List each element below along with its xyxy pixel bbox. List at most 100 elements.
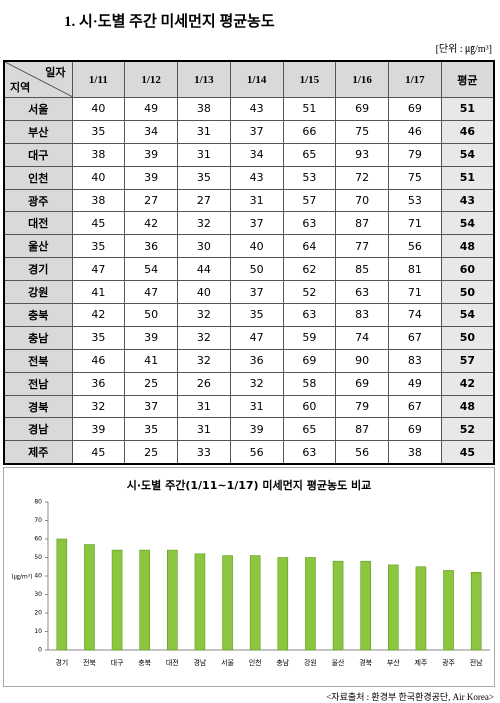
value-cell: 63 bbox=[335, 280, 389, 305]
column-header: 1/17 bbox=[388, 60, 442, 98]
value-cell: 25 bbox=[124, 371, 178, 396]
value-cell: 50 bbox=[124, 303, 178, 327]
value-cell: 48 bbox=[440, 394, 495, 419]
corner-top: 일자 bbox=[45, 67, 66, 79]
value-cell: 53 bbox=[282, 165, 337, 190]
bar bbox=[277, 557, 289, 651]
value-cell: 42 bbox=[124, 211, 178, 236]
value-cell: 32 bbox=[229, 371, 284, 396]
table-row: 강원 41 47 40 37 52 63 71 50 bbox=[3, 280, 495, 305]
x-tick-label: 충북 bbox=[138, 658, 151, 667]
bar bbox=[332, 560, 344, 651]
value-cell: 41 bbox=[124, 348, 178, 373]
value-cell: 64 bbox=[282, 234, 337, 259]
value-cell: 77 bbox=[335, 234, 389, 259]
value-cell: 43 bbox=[440, 188, 495, 213]
value-cell: 69 bbox=[335, 371, 389, 396]
value-cell: 27 bbox=[177, 188, 231, 213]
value-cell: 39 bbox=[229, 417, 284, 442]
value-cell: 47 bbox=[124, 280, 178, 305]
column-header: 1/16 bbox=[335, 60, 389, 98]
region-cell: 충북 bbox=[3, 303, 73, 327]
region-cell: 강원 bbox=[3, 280, 73, 305]
value-cell: 58 bbox=[282, 371, 337, 396]
data-table: 일자 지역 1/11 1/12 1/13 1/14 1/15 1/16 1/17 평균 서울 4… bbox=[3, 60, 495, 466]
value-cell: 67 bbox=[388, 394, 442, 419]
corner-bottom: 지역 bbox=[10, 82, 31, 94]
value-cell: 36 bbox=[124, 234, 178, 259]
table-row: 경남 39 35 31 39 65 87 69 52 bbox=[3, 417, 495, 442]
x-tick-label: 강원 bbox=[304, 658, 317, 667]
value-cell: 75 bbox=[388, 165, 442, 190]
value-cell: 54 bbox=[440, 303, 495, 327]
value-cell: 40 bbox=[229, 234, 284, 259]
column-header: 평균 bbox=[440, 60, 495, 98]
bar bbox=[415, 566, 427, 651]
value-cell: 67 bbox=[388, 325, 442, 350]
value-cell: 32 bbox=[177, 211, 231, 236]
value-cell: 56 bbox=[335, 440, 389, 465]
value-cell: 45 bbox=[440, 440, 495, 465]
y-tick-label: 20 bbox=[34, 610, 42, 617]
value-cell: 27 bbox=[124, 188, 178, 213]
value-cell: 69 bbox=[282, 348, 337, 373]
bar bbox=[360, 560, 371, 651]
value-cell: 81 bbox=[388, 257, 442, 282]
doc-title: 1. 시·도별 주간 미세먼지 평균농도 bbox=[64, 14, 275, 30]
value-cell: 63 bbox=[282, 440, 337, 465]
value-cell: 26 bbox=[177, 371, 231, 396]
value-cell: 63 bbox=[282, 303, 337, 327]
table-row: 전북 46 41 32 36 69 90 83 57 bbox=[3, 348, 495, 373]
x-tick-label: 경남 bbox=[193, 658, 206, 667]
value-cell: 79 bbox=[388, 142, 442, 167]
value-cell: 69 bbox=[388, 417, 442, 442]
table-row: 서울 40 49 38 43 51 69 69 51 bbox=[3, 97, 495, 121]
value-cell: 35 bbox=[177, 165, 231, 190]
value-cell: 72 bbox=[335, 165, 389, 190]
value-cell: 47 bbox=[229, 325, 284, 350]
table-row: 부산 35 34 31 37 66 75 46 46 bbox=[3, 119, 495, 144]
bar bbox=[139, 549, 150, 651]
table-row: 제주 45 25 33 56 63 56 38 45 bbox=[3, 440, 495, 465]
value-cell: 32 bbox=[177, 325, 231, 350]
value-cell: 35 bbox=[71, 325, 126, 350]
value-cell: 42 bbox=[71, 303, 126, 327]
y-tick-label: 0 bbox=[38, 647, 42, 654]
value-cell: 42 bbox=[440, 371, 495, 396]
value-cell: 90 bbox=[335, 348, 389, 373]
value-cell: 31 bbox=[229, 394, 284, 419]
table-row: 울산 35 36 30 40 64 77 56 48 bbox=[3, 234, 495, 259]
table-row: 대구 38 39 31 34 65 93 79 54 bbox=[3, 142, 495, 167]
value-cell: 40 bbox=[71, 165, 126, 190]
value-cell: 87 bbox=[335, 417, 389, 442]
value-cell: 31 bbox=[177, 119, 231, 144]
value-cell: 50 bbox=[440, 280, 495, 305]
value-cell: 59 bbox=[282, 325, 337, 350]
y-tick-label: 30 bbox=[34, 591, 42, 598]
value-cell: 32 bbox=[71, 394, 126, 419]
value-cell: 66 bbox=[282, 119, 337, 144]
y-tick-label: 40 bbox=[34, 573, 42, 580]
value-cell: 52 bbox=[440, 417, 495, 442]
column-header: 1/14 bbox=[229, 60, 284, 98]
value-cell: 33 bbox=[177, 440, 231, 465]
table-row: 충북 42 50 32 35 63 83 74 54 bbox=[3, 303, 495, 327]
x-tick-label: 광주 bbox=[442, 659, 455, 667]
region-cell: 서울 bbox=[3, 97, 73, 121]
header-row: 일자 지역 1/11 1/12 1/13 1/14 1/15 1/16 1/17 평균 bbox=[3, 60, 495, 98]
value-cell: 39 bbox=[124, 165, 178, 190]
value-cell: 35 bbox=[71, 234, 126, 259]
value-cell: 70 bbox=[335, 188, 389, 213]
table-row: 대전 45 42 32 37 63 87 71 54 bbox=[3, 211, 495, 236]
x-tick-label: 제주 bbox=[414, 659, 427, 667]
value-cell: 50 bbox=[229, 257, 284, 282]
value-cell: 36 bbox=[229, 348, 284, 373]
x-tick-label: 대전 bbox=[166, 658, 179, 667]
value-cell: 36 bbox=[71, 371, 126, 396]
column-header: 1/13 bbox=[177, 60, 231, 98]
x-tick-label: 인천 bbox=[249, 658, 262, 667]
bar bbox=[167, 549, 178, 651]
value-cell: 44 bbox=[177, 257, 231, 282]
value-cell: 31 bbox=[177, 394, 231, 419]
value-cell: 37 bbox=[124, 394, 178, 419]
